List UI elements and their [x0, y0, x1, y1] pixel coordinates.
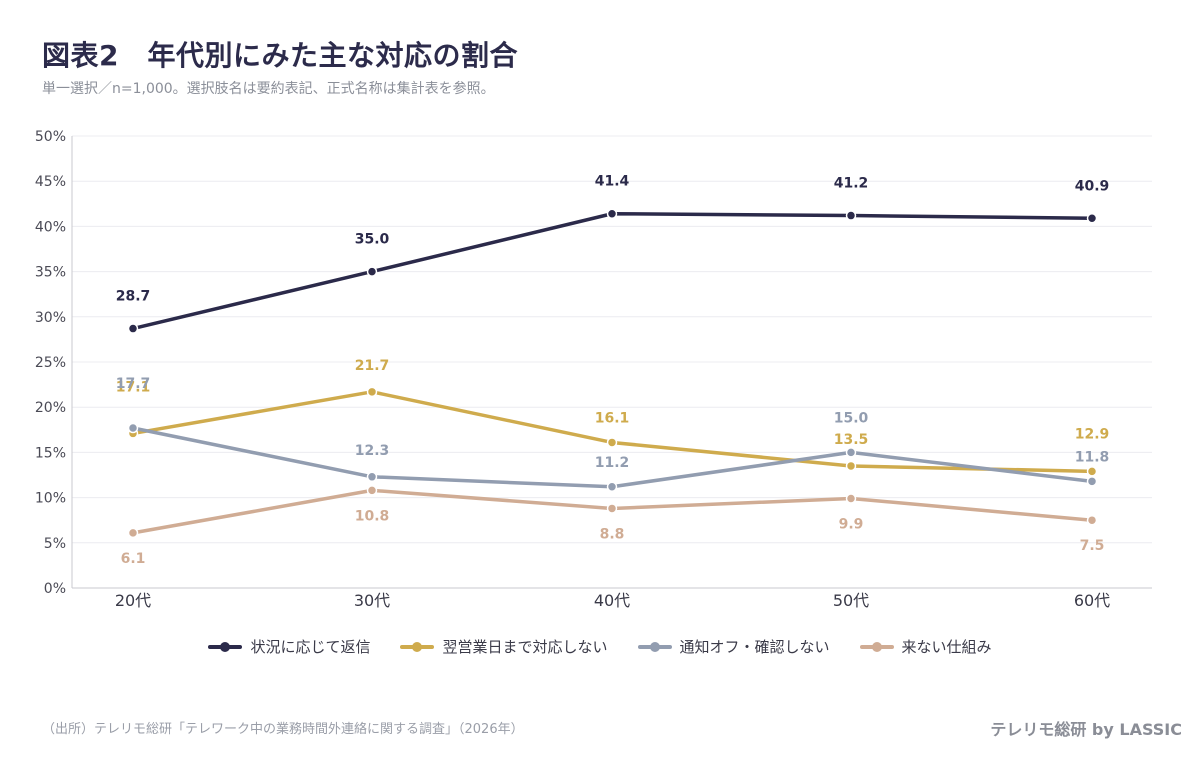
data-point [845, 447, 857, 458]
brand-label: テレリモ総研 by LASSIC [990, 720, 1182, 739]
data-label: 7.5 [1080, 538, 1105, 554]
y-tick-label: 0% [44, 581, 66, 597]
x-tick-label: 20代 [115, 591, 151, 610]
data-point [606, 481, 618, 493]
data-label: 40.9 [1075, 178, 1110, 194]
data-label: 12.3 [355, 443, 390, 459]
x-tick-label: 50代 [833, 591, 869, 610]
legend-item: 通知オフ・確認しない [637, 636, 830, 657]
data-point [127, 422, 139, 434]
chart-title: 図表2 年代別にみた主な対応の割合 [42, 39, 518, 72]
y-tick-label: 25% [35, 355, 66, 371]
data-point [606, 208, 618, 219]
data-label: 21.7 [355, 358, 390, 374]
data-point [1086, 213, 1098, 224]
data-point [1086, 466, 1098, 477]
line-chart: 0% 5% 10% 15% 20% 25% 30% 35% 40% 45% 50% 20代 30代 40代… [35, 129, 1152, 610]
legend-label: 翌営業日まで対応しない [442, 638, 608, 656]
data-label: 11.2 [595, 455, 630, 471]
legend-item: 来ない仕組み [859, 636, 992, 657]
y-tick-label: 5% [44, 536, 66, 552]
legend-label: 来ない仕組み [901, 638, 992, 656]
data-point [366, 386, 378, 398]
data-point [366, 266, 378, 277]
legend-label: 通知オフ・確認しない [679, 638, 830, 656]
data-label: 9.9 [839, 517, 864, 533]
data-label: 13.5 [834, 432, 869, 448]
legend-item: 状況に応じて返信 [208, 636, 370, 657]
legend-swatch [208, 640, 243, 654]
data-point [1086, 476, 1098, 487]
data-point [606, 437, 618, 448]
x-tick-label: 40代 [594, 591, 630, 610]
data-point [845, 493, 857, 504]
data-label: 28.7 [116, 289, 151, 305]
data-label: 41.2 [834, 176, 869, 192]
data-point [1086, 514, 1098, 526]
legend-swatch [400, 640, 435, 654]
y-tick-label: 50% [35, 129, 66, 145]
y-tick-label: 30% [35, 310, 66, 326]
data-label: 41.4 [595, 174, 630, 190]
data-label: 10.8 [355, 508, 390, 524]
y-tick-label: 40% [35, 219, 66, 235]
data-label: 17.7 [116, 376, 151, 392]
data-label: 6.1 [121, 551, 146, 567]
data-label: 17.1 [116, 379, 151, 395]
y-tick-label: 15% [35, 445, 66, 461]
data-label: 16.1 [595, 410, 630, 426]
y-tick-label: 35% [35, 265, 66, 281]
data-label: 12.9 [1075, 426, 1110, 442]
legend-swatch [859, 640, 894, 654]
x-tick-label: 60代 [1074, 591, 1110, 610]
y-tick-label: 10% [35, 491, 66, 507]
data-point [366, 471, 378, 483]
chart-subtitle: 単一選択／n=1,000。選択肢名は要約表記、正式名称は集計表を参照。 [42, 81, 495, 97]
x-tick-label: 30代 [354, 591, 390, 610]
data-point [127, 323, 139, 334]
data-label: 15.0 [834, 410, 869, 426]
data-point [366, 485, 378, 496]
data-label: 35.0 [355, 232, 390, 248]
legend-swatch [637, 640, 672, 654]
legend-item: 翌営業日まで対応しない [400, 636, 608, 657]
y-tick-label: 45% [35, 174, 66, 190]
data-label: 8.8 [600, 526, 625, 542]
y-tick-label: 20% [35, 400, 66, 416]
source-note: （出所）テレリモ総研「テレワーク中の業務時間外連絡に関する調査」（2026年） [42, 722, 524, 737]
data-point [606, 503, 618, 514]
data-point [127, 527, 139, 539]
chart-legend: 状況に応じて返信 翌営業日まで対応しない 通知オフ・確認しない 来ない仕組み [0, 636, 1200, 657]
data-point [845, 210, 857, 221]
legend-label: 状況に応じて返信 [250, 638, 371, 656]
data-label: 11.8 [1075, 449, 1110, 465]
data-point [845, 460, 857, 472]
